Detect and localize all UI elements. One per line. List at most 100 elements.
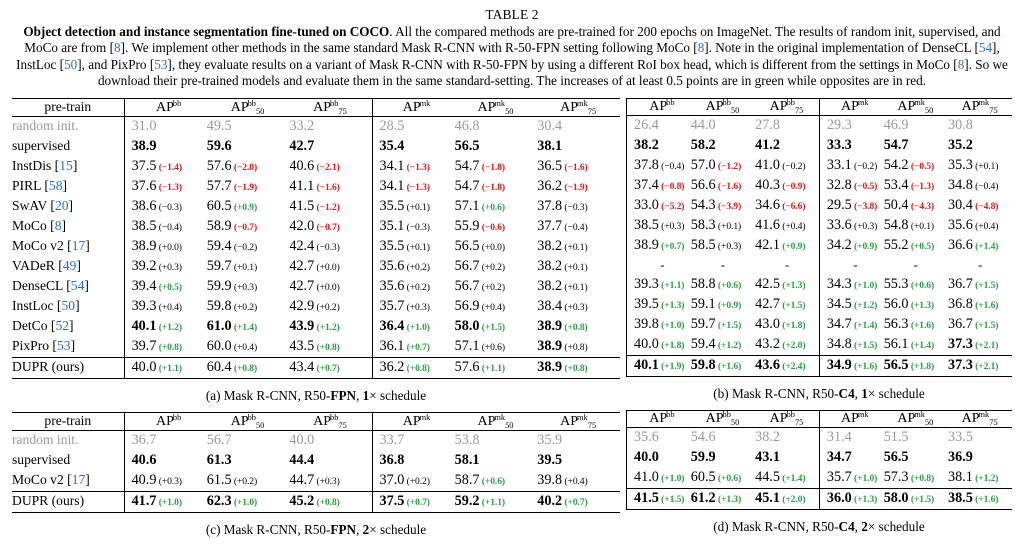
metric-delta: (+0.8): [908, 473, 935, 485]
metric-cell: 34.7: [818, 447, 884, 468]
citation-ref[interactable]: 53: [56, 338, 71, 354]
row-label: PixPro [53]: [12, 336, 125, 358]
citation-ref[interactable]: 53: [154, 56, 168, 72]
metric-cell: 49.5: [206, 115, 290, 137]
metric-cell: 56.7 (+0.2): [455, 257, 538, 277]
metric-delta: (−0.7): [314, 222, 340, 234]
metric-value: 45.1: [755, 490, 780, 507]
metric-value: 61.3: [206, 452, 232, 469]
metric-cell: 43.5 (+0.8): [289, 336, 372, 358]
table-row: 39.5 (+1.3) 59.1 (+0.9) 42.7 (+1.5) 34.5 (+…: [625, 294, 1013, 315]
metric-delta: (−1.2): [314, 202, 340, 214]
table-number: TABLE 2: [485, 7, 539, 22]
metric-value: 35.7: [826, 469, 852, 486]
citation-ref[interactable]: 49: [62, 258, 77, 274]
metric-value: 44.7: [289, 472, 315, 489]
citation-ref[interactable]: 8: [54, 218, 62, 234]
metric-delta: (−1.8): [479, 182, 506, 194]
metric-value: 34.5: [826, 296, 852, 313]
metric-cell: 26.4: [625, 114, 691, 136]
metric-cell: 41.2: [755, 136, 819, 156]
citation-ref[interactable]: 52: [55, 318, 70, 334]
metric-delta: (+0.3): [156, 476, 182, 488]
metric-delta: (−0.4): [156, 222, 182, 234]
table-row: MoCo v2 [17] 40.9 (+0.3) 61.5 (+0.2) 44.7 (…: [12, 470, 620, 492]
metric-cell: 59.1 (+0.9): [691, 295, 755, 315]
subcaption-backbone: FPN: [330, 521, 357, 537]
metric-cell: 55.2 (+0.5): [884, 236, 948, 256]
metric-value: 38.9: [131, 138, 157, 155]
metric-cell: 59.4 (−0.2): [207, 237, 290, 257]
table-row: supervised 40.6 61.3 44.4 36.8 58.1 39.5: [12, 450, 620, 471]
metric-cell: 58.3 (+0.1): [691, 216, 755, 236]
metric-cell: 43.0 (+1.8): [755, 315, 819, 335]
metric-value: 39.4: [131, 278, 157, 295]
citation-ref[interactable]: 54: [978, 40, 993, 56]
metric-value: 37.4: [634, 177, 659, 194]
metric-value: 38.9: [131, 238, 157, 255]
header-metric-2: APbb75: [755, 409, 820, 428]
metric-cell: 42.7 (+0.0): [289, 257, 372, 277]
citation-ref[interactable]: 50: [64, 56, 78, 72]
metric-value: 35.6: [634, 429, 659, 446]
metric-value: 59.2: [454, 493, 480, 510]
metric-cell: 33.3: [818, 135, 884, 156]
metric-cell: 56.7: [206, 429, 290, 451]
metric-cell: 34.6 (−6.6): [755, 196, 819, 216]
metric-delta: (+0.7): [404, 497, 430, 509]
empty-value: -: [720, 257, 726, 273]
metric-delta: (+1.5): [658, 494, 685, 506]
citation-ref[interactable]: 8: [697, 40, 705, 56]
citation-ref[interactable]: 8: [114, 40, 121, 56]
citation-ref[interactable]: 20: [54, 198, 69, 214]
metric-delta: (+1.5): [972, 280, 999, 292]
metric-value: 36.7: [131, 432, 157, 449]
caption-bold-lead: Object detection and instance segmentati…: [23, 24, 390, 39]
row-label: MoCo [8]: [12, 218, 67, 234]
metric-value: 43.4: [289, 359, 315, 376]
metric-value: 38.9: [537, 318, 563, 335]
metric-value: 38.2: [537, 258, 563, 275]
citation-ref[interactable]: 15: [59, 158, 73, 174]
metric-cell: 38.2 (+0.1): [537, 277, 620, 297]
metric-cell: 58.1: [455, 451, 538, 471]
metric-delta: (+0.3): [231, 282, 258, 294]
citation-ref[interactable]: 8: [957, 56, 965, 72]
metric-delta: (+1.0): [851, 280, 878, 292]
metric-cell: 57.6 (+1.1): [454, 357, 538, 379]
citation-ref[interactable]: 50: [61, 298, 76, 314]
metric-delta: (+0.2): [404, 476, 430, 488]
metric-cell: 57.6 (−2.0): [207, 157, 290, 177]
metric-value: 59.8: [690, 357, 716, 374]
citation-ref[interactable]: 17: [71, 472, 86, 488]
metric-cell: 38.9 (+0.8): [537, 336, 620, 358]
subcaption-backbone: FPN: [330, 387, 357, 403]
metric-delta: (+0.9): [715, 300, 742, 312]
metric-value: 42.1: [755, 237, 780, 254]
panel-b: APbb APbb50 APbb75 APmk APmk50 APmk75 26.4 44.0…: [625, 97, 1013, 377]
metric-value: 36.2: [379, 359, 405, 376]
citation-ref[interactable]: 54: [70, 278, 85, 294]
citation-ref[interactable]: 58: [48, 178, 63, 194]
metric-value: 39.2: [131, 258, 157, 275]
metric-delta: (−1.2): [715, 161, 742, 173]
metric-cell: 57.1 (+0.6): [454, 336, 538, 358]
citation-ref[interactable]: 17: [71, 238, 86, 254]
metric-value: 30.4: [947, 197, 973, 214]
metric-value: 35.6: [379, 258, 405, 275]
metric-value: 57.1: [454, 338, 480, 355]
metric-cell: 35.5 (+0.1): [371, 236, 455, 257]
table-row: 38.9 (+0.7) 58.5 (+0.3) 42.1 (+0.9) 34.2 (+…: [625, 235, 1013, 256]
metric-delta: (+1.1): [479, 497, 506, 509]
metric-delta: (+1.8): [658, 340, 685, 352]
metric-cell: 56.6 (−1.6): [691, 176, 755, 196]
metric-value: 40.0: [131, 359, 157, 376]
metric-cell: 31.0: [123, 115, 207, 137]
metric-value: 34.9: [826, 357, 852, 374]
metric-cell: 60.5 (+0.6): [690, 467, 756, 489]
metric-cell: 60.5 (+0.9): [207, 197, 290, 217]
metric-cell: 54.7 (−1.8): [455, 177, 538, 197]
metric-delta: (+0.1): [231, 262, 258, 274]
metric-delta: (+0.8): [562, 363, 588, 375]
metric-cell: -: [948, 256, 1012, 275]
